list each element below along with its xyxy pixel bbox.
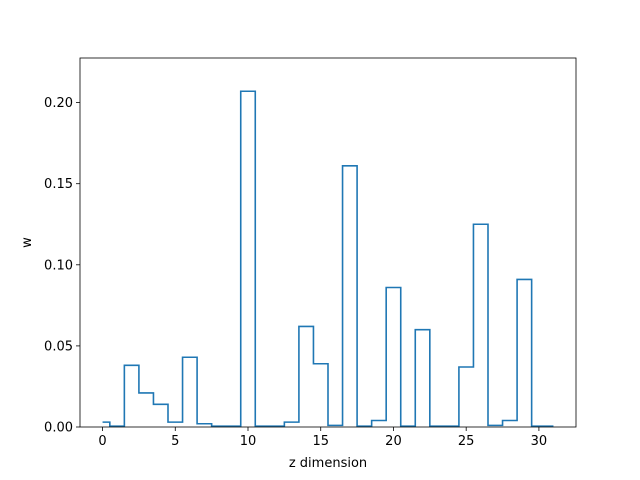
series-line-0 [102,90,554,427]
x-tick-label: 20 [385,434,402,449]
y-tick-label: 0.00 [44,421,73,436]
y-tick-label: 0.20 [44,96,73,111]
plot-frame [79,57,577,428]
y-tick-label: 0.10 [44,258,73,273]
x-tick-label: 30 [531,434,548,449]
y-tick-label: 0.05 [44,339,73,354]
y-tick-label: 0.15 [44,177,73,192]
x-tick-label: 15 [312,434,329,449]
x-tick-label: 25 [458,434,475,449]
x-tick-label: 0 [98,434,106,449]
x-axis-label: z dimension [289,456,367,471]
x-tick-label: 10 [240,434,257,449]
y-axis-label: w [20,237,35,248]
x-tick-label: 5 [171,434,179,449]
